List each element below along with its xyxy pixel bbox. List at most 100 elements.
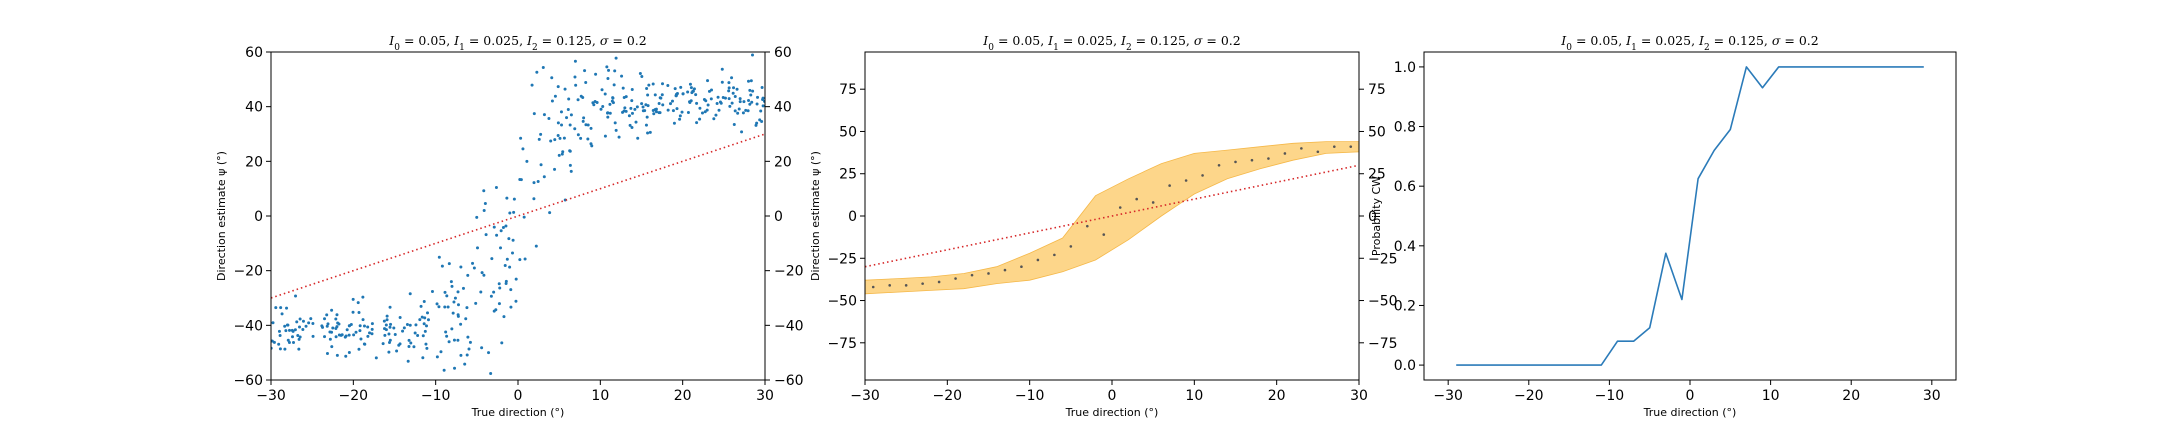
scatter-point bbox=[633, 107, 637, 111]
scatter-point bbox=[298, 317, 302, 321]
scatter-point bbox=[494, 185, 498, 189]
scatter-point bbox=[474, 301, 478, 305]
scatter-point bbox=[721, 96, 725, 100]
scatter-point bbox=[499, 229, 503, 233]
y-right-tick-label: −25 bbox=[1368, 251, 1398, 267]
scatter-point bbox=[645, 115, 649, 119]
scatter-point bbox=[695, 121, 699, 125]
scatter-point bbox=[388, 325, 392, 329]
scatter-point bbox=[475, 215, 479, 219]
scatter-point bbox=[702, 97, 706, 101]
scatter-point bbox=[586, 137, 590, 141]
scatter-point bbox=[357, 347, 361, 351]
scatter-point bbox=[503, 263, 507, 267]
scatter-point bbox=[466, 335, 470, 339]
scatter-point bbox=[698, 106, 702, 110]
scatter-point bbox=[285, 306, 289, 310]
scatter-point bbox=[730, 76, 734, 80]
scatter-point bbox=[630, 111, 634, 115]
scatter-point bbox=[358, 324, 362, 328]
y-right-tick-label: 60 bbox=[774, 45, 792, 61]
scatter-point bbox=[600, 88, 604, 92]
scatter-point bbox=[290, 328, 294, 332]
scatter-point bbox=[624, 95, 628, 99]
scatter-point bbox=[666, 84, 670, 88]
scatter-point bbox=[661, 82, 665, 86]
scatter-point bbox=[475, 246, 479, 250]
scatter-point bbox=[407, 338, 411, 342]
scatter-point bbox=[345, 328, 349, 332]
scatter-point bbox=[720, 67, 724, 71]
scatter-point bbox=[727, 89, 731, 93]
scatter-point bbox=[689, 86, 693, 90]
scatter-point bbox=[671, 109, 675, 113]
scatter-point bbox=[557, 153, 561, 157]
scatter-point bbox=[320, 324, 324, 328]
scatter-point bbox=[620, 74, 624, 78]
scatter-point bbox=[614, 128, 618, 132]
scatter-point bbox=[398, 315, 402, 319]
scatter-point bbox=[361, 318, 365, 322]
scatter-point bbox=[464, 317, 468, 321]
scatter-point bbox=[522, 215, 526, 219]
scatter-point bbox=[613, 69, 617, 73]
scatter-point bbox=[293, 328, 297, 332]
scatter-point bbox=[576, 98, 580, 102]
scatter-point bbox=[627, 114, 631, 118]
scatter-point bbox=[608, 111, 612, 115]
scatter-point bbox=[395, 349, 399, 353]
scatter-point bbox=[445, 334, 449, 338]
chart-panel-2: −30 −20 −10 0 10 20 30 −75 −75 −50 −50 −25 −25 0 0 25 25… bbox=[809, 33, 1398, 419]
scatter-point bbox=[351, 310, 355, 314]
scatter-point bbox=[738, 97, 742, 101]
scatter-point bbox=[497, 302, 501, 306]
mean-point bbox=[954, 277, 957, 280]
scatter-point bbox=[741, 111, 745, 115]
x-tick-label: −20 bbox=[933, 388, 963, 404]
scatter-point bbox=[495, 233, 499, 237]
scatter-point bbox=[624, 109, 628, 113]
scatter-point bbox=[560, 152, 564, 156]
scatter-point bbox=[644, 123, 648, 127]
x-tick-label: 30 bbox=[1350, 388, 1368, 404]
scatter-point bbox=[505, 257, 509, 261]
scatter-point bbox=[328, 337, 332, 341]
scatter-point bbox=[351, 297, 355, 301]
scatter-point bbox=[733, 95, 737, 99]
scatter-point bbox=[606, 111, 610, 115]
x-tick-label: −30 bbox=[256, 388, 286, 404]
scatter-point bbox=[397, 343, 401, 347]
scatter-point bbox=[387, 332, 391, 336]
scatter-point bbox=[523, 257, 527, 261]
scatter-point bbox=[423, 329, 427, 333]
identity-line bbox=[865, 164, 1359, 268]
scatter-point bbox=[755, 102, 759, 106]
y-tick-label: 0.0 bbox=[1394, 358, 1416, 374]
scatter-point bbox=[581, 119, 585, 123]
scatter-point bbox=[435, 302, 439, 306]
y-right-tick-label: −40 bbox=[774, 318, 804, 334]
x-tick-label: −30 bbox=[850, 388, 880, 404]
scatter-point bbox=[714, 113, 718, 117]
scatter-point bbox=[603, 134, 607, 138]
scatter-point bbox=[401, 329, 405, 333]
scatter-point bbox=[449, 280, 453, 284]
scatter-point bbox=[296, 334, 300, 338]
scatter-point bbox=[446, 305, 450, 309]
scatter-point bbox=[331, 326, 335, 330]
scatter-point bbox=[514, 299, 518, 303]
scatter-point bbox=[426, 311, 430, 315]
scatter-point bbox=[489, 294, 493, 298]
scatter-point bbox=[751, 89, 755, 93]
scatter-point bbox=[576, 133, 580, 137]
mean-point bbox=[1053, 253, 1056, 257]
x-axis-label: True direction (°) bbox=[471, 406, 565, 419]
scatter-point bbox=[550, 76, 554, 80]
scatter-point bbox=[323, 317, 327, 321]
scatter-point bbox=[283, 324, 287, 328]
scatter-point bbox=[472, 266, 476, 270]
scatter-point bbox=[290, 335, 294, 339]
x-tick-label: −10 bbox=[1595, 388, 1625, 404]
scatter-point bbox=[450, 327, 454, 331]
scatter-point bbox=[288, 328, 292, 332]
